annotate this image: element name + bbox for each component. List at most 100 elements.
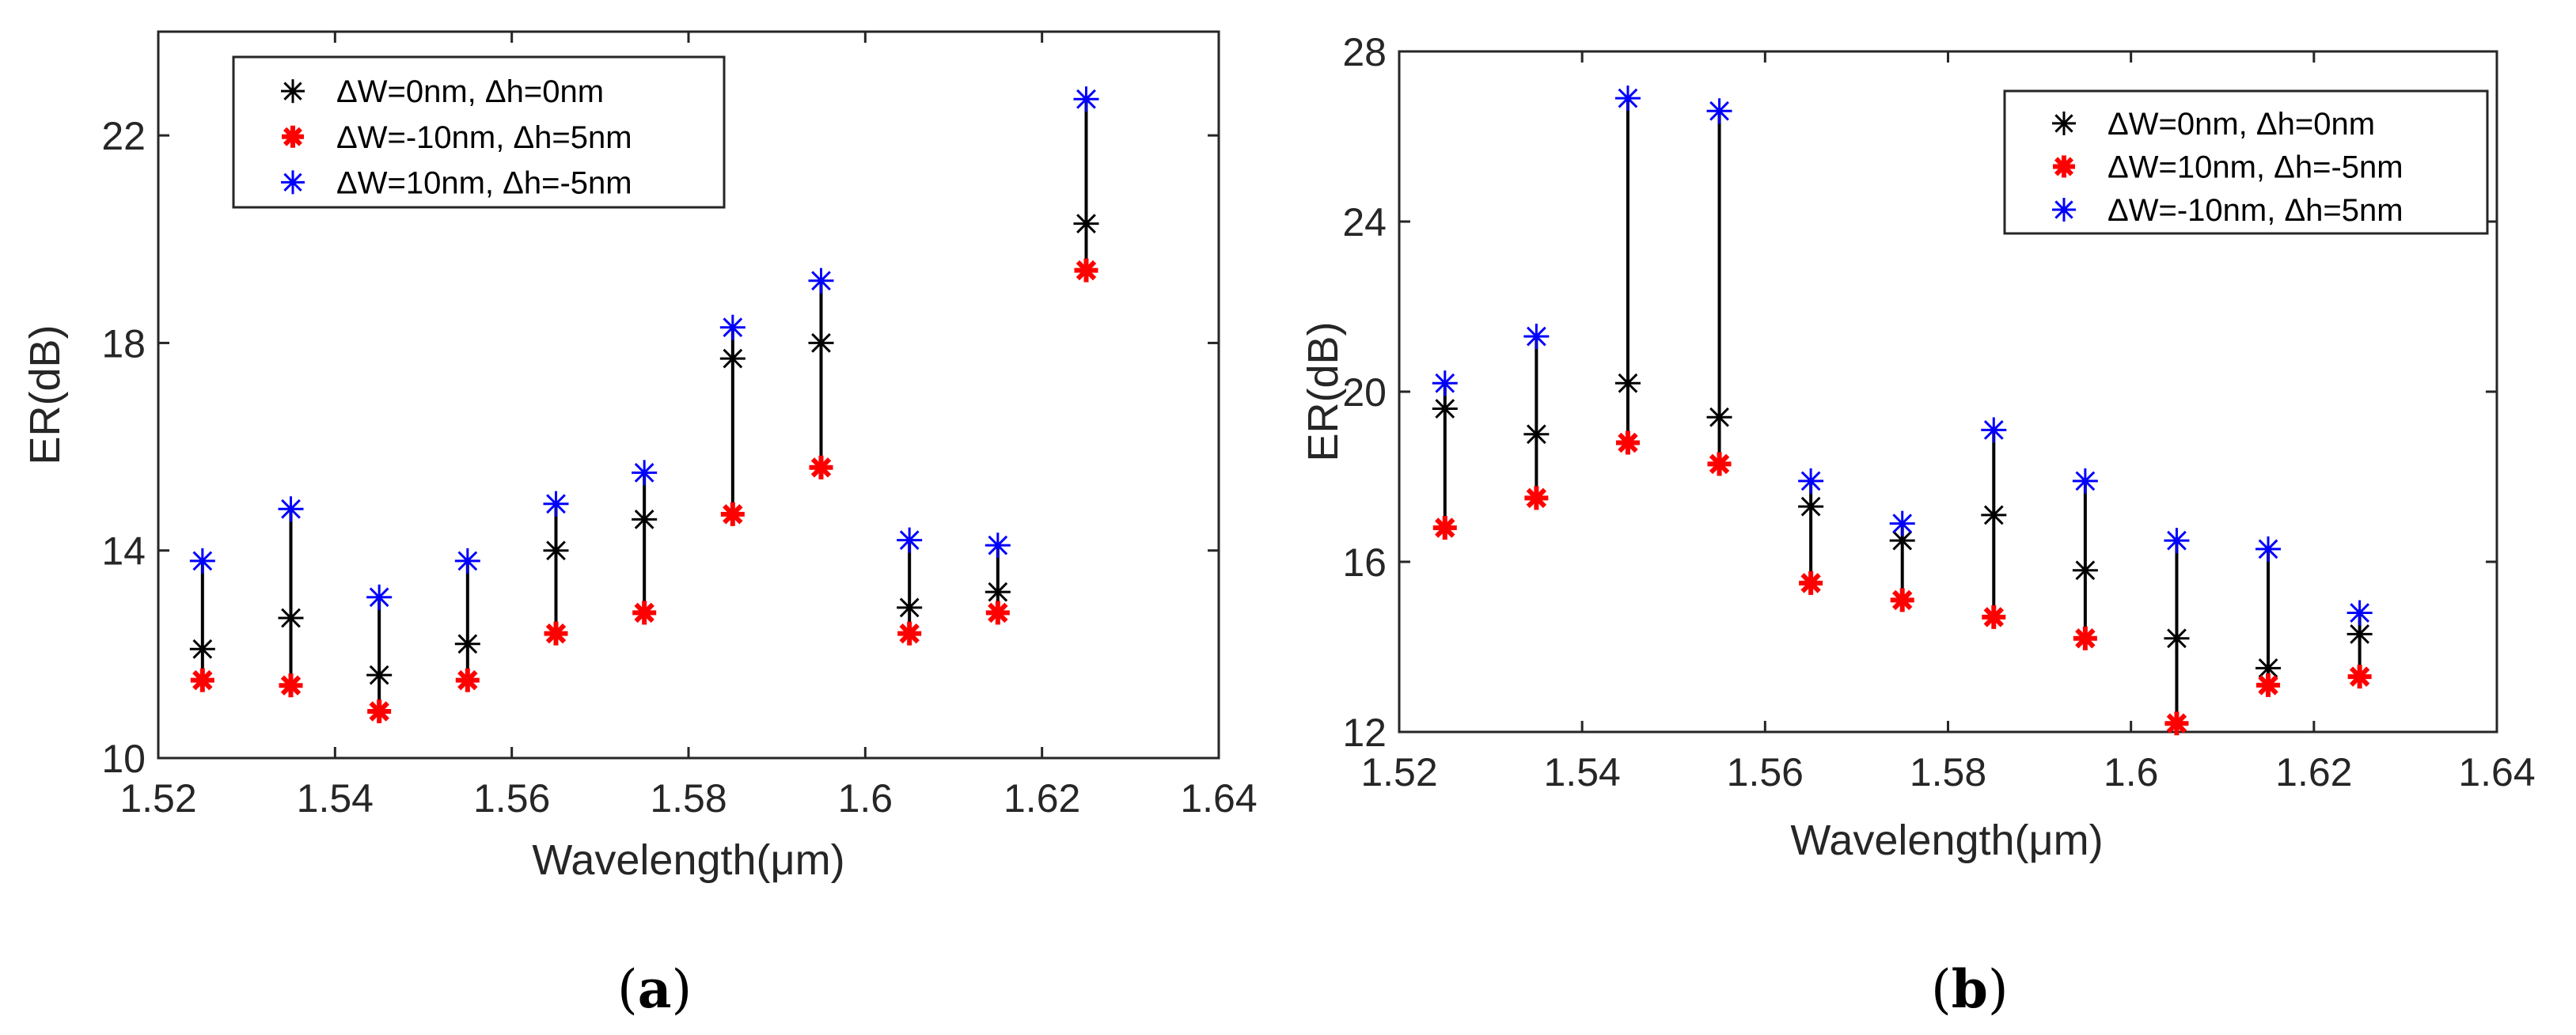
y-tick-label: 14 — [101, 529, 146, 574]
legend-label-0: ΔW=0nm, Δh=0nm — [2107, 107, 2375, 142]
legend-box — [2003, 89, 2489, 235]
data-point-series-2 — [632, 460, 658, 486]
data-point-series-1 — [1890, 588, 1914, 612]
x-axis-label: Wavelength(μm) — [532, 836, 844, 884]
caption-close-paren: ) — [1988, 959, 2009, 1020]
x-tick-label: 1.58 — [1910, 750, 1986, 794]
data-point-series-1 — [455, 668, 480, 692]
caption-open-paren: ( — [1931, 959, 1952, 1020]
data-point-series-2 — [1706, 98, 1732, 124]
data-point-series-1 — [1074, 258, 1098, 282]
data-point-series-2 — [454, 548, 480, 574]
legend-label-2: ΔW=10nm, Δh=-5nm — [336, 165, 632, 200]
data-point-series-0 — [984, 579, 1011, 605]
caption-open-paren: ( — [617, 959, 638, 1020]
data-point-series-2 — [1523, 324, 1550, 350]
data-point-series-0 — [2072, 557, 2098, 583]
x-tick-label: 1.56 — [1727, 750, 1804, 794]
y-tick-label: 12 — [1342, 711, 1387, 755]
data-point-series-1 — [367, 699, 392, 723]
data-point-series-1 — [2073, 626, 2097, 650]
chart-panel-b: 1.52 1.54 1.56 1.58 1.6 1.62 1.64 12 16 20 24 28 Wav… — [1299, 30, 2536, 1020]
legend: ΔW=0nm, Δh=0nm ΔW=10nm, Δh=-5nm ΔW=-10nm, … — [2003, 89, 2489, 235]
legend-label-1: ΔW=-10nm, Δh=5nm — [336, 120, 632, 155]
x-axis-label: Wavelength(μm) — [1790, 817, 2103, 864]
caption-close-paren: ) — [672, 959, 692, 1020]
y-tick-label: 10 — [101, 737, 146, 781]
data-point-series-1 — [1615, 430, 1640, 455]
data-point-series-0 — [2164, 625, 2190, 651]
y-axis-label: ER(dB) — [21, 324, 69, 464]
data-point-series-1 — [1432, 516, 1457, 540]
x-tick-label: 1.54 — [297, 776, 374, 821]
caption-letter: b — [1952, 958, 1988, 1020]
data-point-series-0 — [2346, 621, 2373, 647]
data-point-series-0 — [1432, 396, 1458, 422]
y-tick-label: 28 — [1342, 30, 1387, 74]
x-tick-label: 1.62 — [1003, 776, 1080, 821]
data-point-series-0 — [189, 636, 215, 662]
data-point-series-0 — [1981, 502, 2007, 528]
data-point-series-1 — [1707, 452, 1732, 476]
y-tick-label: 22 — [101, 114, 146, 158]
x-tick-label: 1.6 — [838, 776, 893, 821]
data-point-series-1 — [279, 673, 303, 698]
data-point-series-2 — [1798, 468, 1824, 494]
data-point-series-0 — [1614, 370, 1641, 396]
data-point-series-0 — [543, 537, 569, 563]
data-point-series-0 — [1523, 421, 1550, 447]
data-point-series-2 — [1889, 510, 1915, 536]
data-point-series-1 — [1982, 605, 2006, 629]
x-tick-label: 1.52 — [120, 776, 196, 821]
data-point-series-0 — [897, 594, 923, 620]
x-tick-label: 1.6 — [2104, 750, 2159, 794]
data-point-series-2 — [1981, 417, 2007, 443]
data-point-series-2 — [189, 548, 215, 574]
y-tick-label: 16 — [1342, 540, 1387, 585]
legend-marker-2 — [281, 170, 305, 195]
data-point-series-0 — [1706, 404, 1732, 430]
x-tick-label: 1.62 — [2275, 750, 2352, 794]
data-point-series-1 — [985, 601, 1010, 625]
legend-label-2: ΔW=-10nm, Δh=5nm — [2107, 193, 2403, 228]
x-tick-label: 1.58 — [650, 776, 727, 821]
data-point-series-1 — [632, 601, 657, 625]
data-point-series-2 — [2164, 528, 2190, 554]
x-tick-label: 1.54 — [1544, 750, 1621, 794]
legend: ΔW=0nm, Δh=0nm ΔW=-10nm, Δh=5nm ΔW=10nm, Δ… — [232, 55, 726, 209]
legend-marker-1 — [282, 125, 304, 148]
data-point-series-0 — [808, 330, 834, 356]
legend-marker-0 — [2052, 111, 2076, 135]
data-point-series-1 — [2164, 711, 2189, 736]
caption-letter: a — [638, 958, 672, 1020]
data-point-series-1 — [809, 455, 833, 480]
legend-label-0: ΔW=0nm, Δh=0nm — [336, 74, 604, 109]
data-point-series-0 — [278, 605, 304, 631]
data-point-series-0 — [1073, 210, 1099, 237]
data-point-series-1 — [720, 502, 745, 526]
data-point-series-1 — [1799, 571, 1823, 595]
data-point-series-2 — [1073, 86, 1099, 112]
y-tick-label: 20 — [1342, 370, 1387, 415]
x-tick-label: 1.64 — [2458, 750, 2535, 794]
panel-caption: (b) — [1931, 958, 2009, 1020]
data-point-series-2 — [2255, 536, 2282, 562]
data-point-series-2 — [2072, 468, 2098, 494]
y-axis-label: ER(dB) — [1299, 321, 1347, 461]
data-point-series-2 — [366, 584, 393, 610]
data-point-series-2 — [1432, 370, 1458, 396]
x-tick-label: 1.64 — [1180, 776, 1257, 821]
data-point-series-1 — [190, 668, 214, 692]
data-point-series-2 — [543, 491, 569, 517]
legend-box — [232, 55, 726, 209]
y-tick-label: 24 — [1342, 200, 1387, 245]
data-point-series-1 — [544, 621, 568, 646]
x-tick-label: 1.52 — [1360, 750, 1437, 794]
data-point-series-1 — [2347, 665, 2372, 689]
legend-marker-2 — [2052, 198, 2076, 222]
x-tick-label: 1.56 — [473, 776, 550, 821]
data-point-series-2 — [2346, 600, 2373, 626]
data-point-series-2 — [719, 314, 745, 340]
data-point-series-0 — [719, 346, 745, 372]
